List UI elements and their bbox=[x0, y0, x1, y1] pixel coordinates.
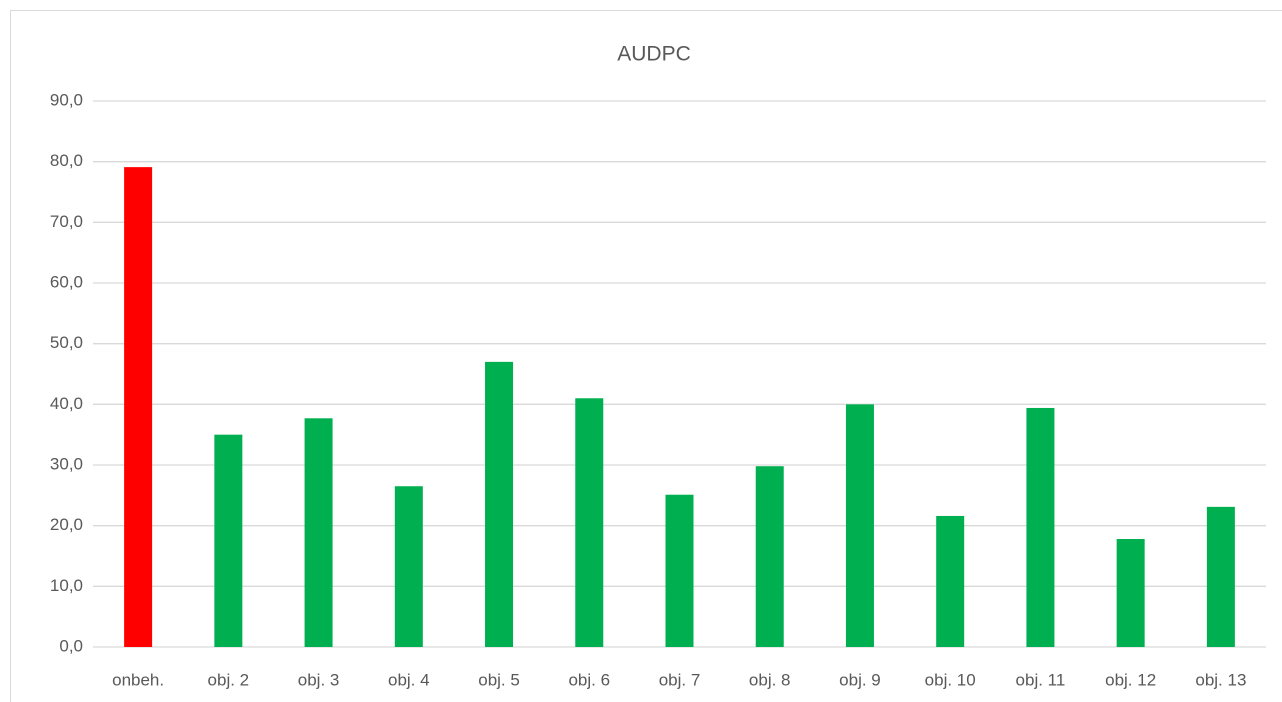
x-tick-label: obj. 4 bbox=[388, 670, 430, 689]
x-tick-label: obj. 6 bbox=[568, 670, 610, 689]
x-tick-label: obj. 12 bbox=[1105, 670, 1156, 689]
x-tick-label: obj. 10 bbox=[925, 670, 976, 689]
x-tick-label: obj. 13 bbox=[1195, 670, 1246, 689]
y-tick-label: 90,0 bbox=[50, 90, 83, 109]
x-tick-label: obj. 5 bbox=[478, 670, 520, 689]
y-tick-label: 20,0 bbox=[50, 515, 83, 534]
y-tick-label: 50,0 bbox=[50, 333, 83, 352]
y-tick-label: 10,0 bbox=[50, 576, 83, 595]
bar bbox=[755, 466, 784, 647]
chart-title: AUDPC bbox=[617, 43, 691, 66]
x-tick-label: obj. 8 bbox=[749, 670, 791, 689]
x-tick-label: obj. 2 bbox=[208, 670, 250, 689]
y-tick-label: 60,0 bbox=[50, 272, 83, 291]
bar bbox=[665, 494, 694, 647]
bar bbox=[845, 404, 874, 647]
bar bbox=[1026, 407, 1055, 647]
bar bbox=[124, 167, 153, 648]
bar bbox=[485, 361, 514, 647]
y-tick-label: 40,0 bbox=[50, 394, 83, 413]
x-tick-label: onbeh. bbox=[112, 670, 164, 689]
y-tick-label: 80,0 bbox=[50, 151, 83, 170]
bar bbox=[1116, 539, 1145, 647]
bar bbox=[214, 434, 243, 647]
bar bbox=[936, 515, 965, 647]
x-tick-label: obj. 11 bbox=[1016, 670, 1066, 689]
y-tick-label: 70,0 bbox=[50, 212, 83, 231]
x-tick-label: obj. 3 bbox=[298, 670, 340, 689]
bar bbox=[575, 398, 604, 647]
bar bbox=[1206, 506, 1235, 647]
x-tick-label: obj. 7 bbox=[659, 670, 701, 689]
x-tick-label: obj. 9 bbox=[839, 670, 881, 689]
bar bbox=[394, 486, 423, 647]
bar bbox=[304, 418, 333, 647]
chart-border bbox=[10, 10, 1282, 702]
y-tick-label: 30,0 bbox=[50, 454, 83, 473]
y-tick-label: 0,0 bbox=[59, 636, 83, 655]
